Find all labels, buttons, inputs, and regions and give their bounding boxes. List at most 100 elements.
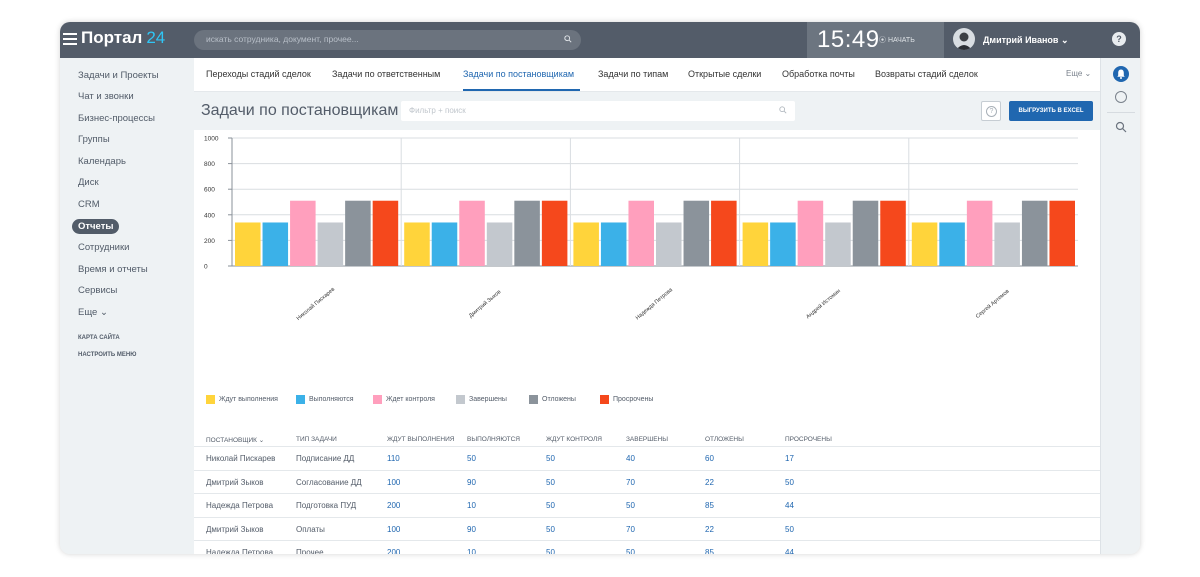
configure-menu-link[interactable]: НАСТРОИТЬ МЕНЮ xyxy=(78,352,137,358)
table-cell[interactable]: 50 xyxy=(546,524,555,534)
sidebar-item-disk[interactable]: Диск xyxy=(78,177,99,188)
search-icon[interactable] xyxy=(564,35,572,43)
table-cell[interactable]: 17 xyxy=(785,454,794,463)
column-header[interactable]: ПОСТАНОВЩИК ⌄ xyxy=(206,437,265,444)
table-cell[interactable]: 44 xyxy=(785,548,794,554)
tab-open-deals[interactable]: Открытые сделки xyxy=(688,69,762,79)
start-workday-button[interactable]: ⦿ НАЧАТЬ xyxy=(879,35,915,45)
table-cell[interactable]: 50 xyxy=(546,477,555,487)
main-area: Переходы стадий сделок Задачи по ответст… xyxy=(194,58,1100,554)
menu-icon[interactable] xyxy=(63,30,77,50)
table-cell[interactable]: 40 xyxy=(626,454,635,463)
table-cell[interactable]: 50 xyxy=(467,454,476,463)
bar xyxy=(880,200,906,266)
table-cell: Прочее xyxy=(296,548,324,554)
tab-deal-stage-transitions[interactable]: Переходы стадий сделок xyxy=(206,69,311,79)
table-cell: Надежда Петрова xyxy=(206,548,274,554)
table-cell[interactable]: 10 xyxy=(467,548,476,554)
sidebar-item-employees[interactable]: Сотрудники xyxy=(78,242,130,253)
table-cell[interactable]: 100 xyxy=(387,477,401,487)
sidebar-item-chat[interactable]: Чат и звонки xyxy=(78,91,134,102)
column-header: ПРОСРОЧЕНЫ xyxy=(785,436,832,443)
legend-label: Просрочены xyxy=(613,396,654,403)
play-icon: ⦿ xyxy=(879,37,888,44)
sidebar-item-services[interactable]: Сервисы xyxy=(78,285,118,296)
table-cell[interactable]: 50 xyxy=(546,548,555,554)
global-search-input[interactable]: искать сотрудника, документ, прочее... xyxy=(194,30,581,50)
bar xyxy=(345,200,371,266)
table-cell[interactable]: 50 xyxy=(546,501,555,510)
chat-icon[interactable] xyxy=(1115,91,1127,103)
table-cell[interactable]: 22 xyxy=(705,477,714,487)
table-cell: Дмитрий Зыков xyxy=(206,477,264,487)
report-tabs: Переходы стадий сделок Задачи по ответст… xyxy=(194,58,1100,92)
tabs-more-button[interactable]: Еще ⌄ xyxy=(1066,69,1092,78)
avatar xyxy=(953,28,975,50)
filter-placeholder: Фильтр + поиск xyxy=(409,106,466,115)
sidebar-item-calendar[interactable]: Календарь xyxy=(78,156,126,167)
table-cell[interactable]: 110 xyxy=(387,454,400,463)
left-sidebar: Задачи и Проекты Чат и звонки Бизнес-про… xyxy=(60,58,194,554)
table-cell[interactable]: 85 xyxy=(705,548,714,554)
right-panel xyxy=(1100,58,1140,554)
table-cell[interactable]: 200 xyxy=(387,501,401,510)
table-cell[interactable]: 44 xyxy=(785,501,794,510)
table-row: Николай Пискарев Подписание ДД 110 50 50 40 60… xyxy=(194,446,1100,470)
table-cell[interactable]: 90 xyxy=(467,477,476,487)
sidebar-item-crm[interactable]: CRM xyxy=(78,199,100,210)
table-cell[interactable]: 10 xyxy=(467,501,476,510)
bar xyxy=(573,222,599,266)
tab-mail-processing[interactable]: Обработка почты xyxy=(782,69,855,79)
search-icon[interactable] xyxy=(1115,121,1127,133)
sidebar-item-tasks[interactable]: Задачи и Проекты xyxy=(78,70,159,81)
bell-icon[interactable] xyxy=(1113,66,1129,82)
tab-deal-stage-returns[interactable]: Возвраты стадий сделок xyxy=(875,69,978,79)
table-row: Дмитрий Зыков Оплаты 100 90 50 70 22 50 xyxy=(194,516,1100,541)
clock: 15:49 xyxy=(817,26,880,53)
sidebar-item-more[interactable]: Еще ⌄ xyxy=(78,307,108,318)
table-cell[interactable]: 85 xyxy=(705,501,714,510)
help-button[interactable]: ? xyxy=(981,101,1001,121)
time-widget[interactable]: 15:49 ⦿ НАЧАТЬ xyxy=(807,22,944,58)
table-cell[interactable]: 50 xyxy=(546,454,555,463)
tab-tasks-by-creators[interactable]: Задачи по постановщикам xyxy=(463,69,575,79)
table-cell[interactable]: 100 xyxy=(387,524,401,534)
table-cell[interactable]: 50 xyxy=(785,524,794,534)
tab-tasks-by-responsible[interactable]: Задачи по ответственным xyxy=(332,69,441,79)
column-header: ВЫПОЛНЯЮТСЯ xyxy=(467,436,520,443)
table-cell[interactable]: 70 xyxy=(626,524,635,534)
bar xyxy=(431,222,458,266)
table-cell[interactable]: 60 xyxy=(705,454,714,463)
sitemap-link[interactable]: КАРТА САЙТА xyxy=(78,335,120,341)
table-cell[interactable]: 22 xyxy=(705,524,714,534)
help-icon[interactable]: ? xyxy=(1112,32,1126,46)
logo-number: 24 xyxy=(146,28,166,47)
tab-tasks-by-type[interactable]: Задачи по типам xyxy=(598,69,669,79)
table-cell[interactable]: 90 xyxy=(467,524,476,534)
bar xyxy=(797,200,824,266)
portal-logo[interactable]: Портал 24 xyxy=(81,28,165,48)
legend-swatch xyxy=(296,395,305,404)
active-tab-indicator xyxy=(463,89,580,91)
chevron-down-icon: ⌄ xyxy=(1084,69,1092,78)
sidebar-item-bizproc[interactable]: Бизнес-процессы xyxy=(78,113,155,124)
filter-search-input[interactable]: Фильтр + поиск xyxy=(401,101,795,121)
sidebar-item-groups[interactable]: Группы xyxy=(78,134,110,145)
column-header: ТИП ЗАДАЧИ xyxy=(296,436,337,443)
sidebar-item-reports[interactable]: Отчеты xyxy=(72,219,120,234)
bar xyxy=(825,222,851,266)
bar xyxy=(317,222,344,266)
legend-label: Завершены xyxy=(469,396,507,403)
sidebar-item-time[interactable]: Время и отчеты xyxy=(78,264,148,275)
table-cell[interactable]: 200 xyxy=(387,548,401,554)
bar xyxy=(852,200,879,266)
export-excel-button[interactable]: ВЫГРУЗИТЬ В EXCEL xyxy=(1009,101,1093,121)
table-cell[interactable]: 50 xyxy=(626,501,635,510)
x-tick-label: Николай Пискарев xyxy=(295,286,336,322)
table-cell[interactable]: 70 xyxy=(626,477,635,487)
y-tick-label: 600 xyxy=(204,187,215,194)
table-cell[interactable]: 50 xyxy=(785,477,794,487)
search-icon[interactable] xyxy=(779,106,787,114)
column-header: ЖДУТ КОНТРОЛЯ xyxy=(546,436,602,443)
table-cell[interactable]: 50 xyxy=(626,548,635,554)
